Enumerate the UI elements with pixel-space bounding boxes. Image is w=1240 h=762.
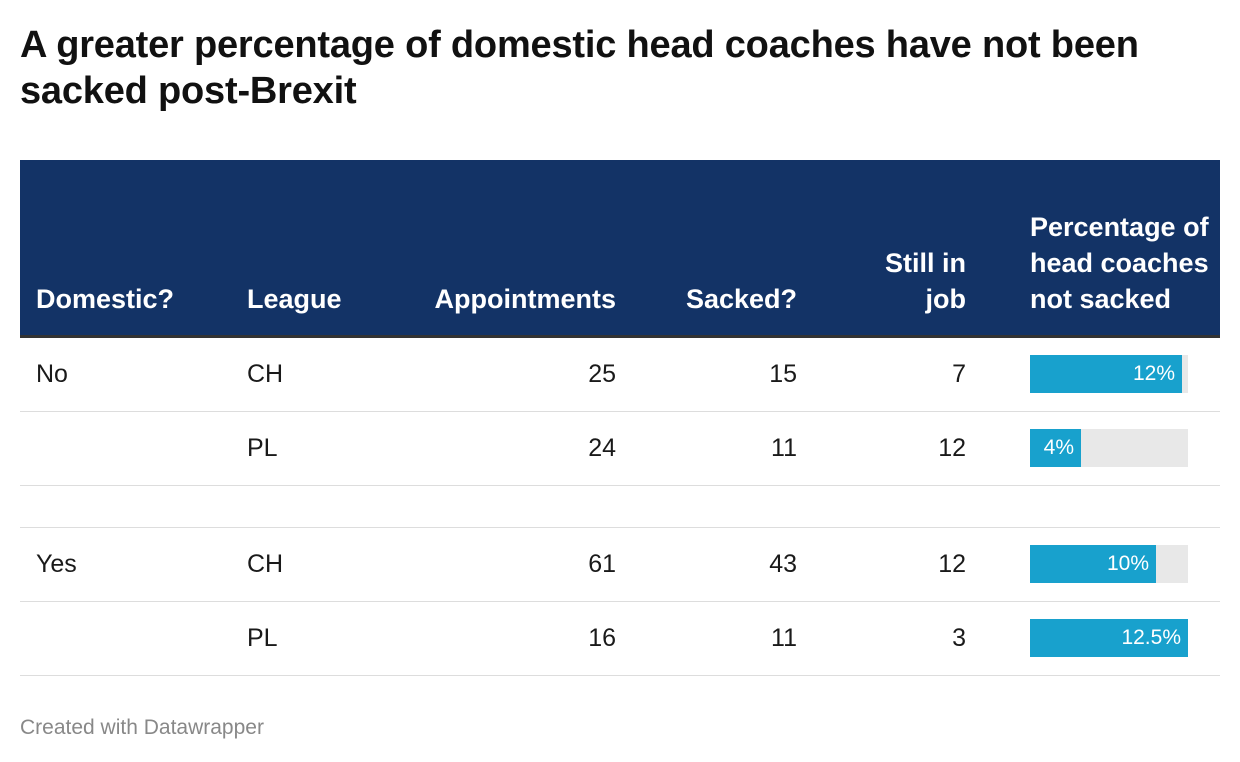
cell-domestic: No	[36, 360, 68, 388]
header-still-in-job: Still in job	[885, 248, 966, 314]
cell-sacked: 11	[771, 624, 797, 652]
cell-league: PL	[247, 624, 278, 652]
cell-still-in-job: 12	[938, 434, 966, 462]
cell-league: CH	[247, 360, 284, 388]
bar-fill	[1030, 619, 1188, 657]
table-row: PL 24 11 12 4%	[20, 412, 1220, 486]
table-body: No CH 25 15 7 12% PL 24 11 12 4% Yes CH 61 43 12 10% PL 16…	[20, 338, 1220, 676]
cell-domestic	[36, 602, 216, 675]
bar-value-label: 4%	[1043, 436, 1074, 459]
table-row: Yes CH 61 43 12 10%	[20, 528, 1220, 602]
cell-still-in-job: 7	[952, 360, 966, 388]
cell-still-in-job: 3	[952, 624, 966, 652]
cell-domestic: Yes	[36, 550, 77, 578]
cell-appointments: 61	[588, 550, 616, 578]
chart-title: A greater percentage of domestic head co…	[20, 24, 1139, 112]
data-table: Domestic? League Appointments Sacked? St…	[20, 160, 1220, 676]
header-percentage-not-sacked: Percentage of head coaches not sacked	[1030, 212, 1209, 314]
bar-value-label: 10%	[1106, 552, 1149, 575]
table-header: Domestic? League Appointments Sacked? St…	[20, 160, 1220, 338]
header-appointments: Appointments	[434, 284, 617, 314]
bar-value-label: 12%	[1132, 362, 1175, 385]
cell-appointments: 16	[588, 624, 616, 652]
cell-sacked: 15	[769, 360, 797, 388]
bar-fill	[1030, 429, 1081, 467]
header-league: League	[247, 284, 342, 314]
bar-track: 10%	[1030, 545, 1188, 583]
bar-fill	[1030, 355, 1182, 393]
cell-league: CH	[247, 550, 284, 578]
table-row: No CH 25 15 7 12%	[20, 338, 1220, 412]
header-sacked: Sacked?	[685, 284, 797, 314]
cell-appointments: 24	[588, 434, 616, 462]
cell-sacked: 43	[769, 550, 797, 578]
bar-track: 12.5%	[1030, 619, 1188, 657]
cell-appointments: 25	[588, 360, 616, 388]
cell-still-in-job: 12	[938, 550, 966, 578]
bar-track: 12%	[1030, 355, 1188, 393]
bar-fill	[1030, 545, 1156, 583]
cell-league: PL	[247, 434, 278, 462]
cell-domestic	[36, 412, 216, 485]
bar-value-label: 12.5%	[1121, 626, 1181, 649]
footer-credit: Created with Datawrapper	[20, 716, 264, 739]
cell-sacked: 11	[771, 434, 797, 462]
bar-track: 4%	[1030, 429, 1188, 467]
header-domestic: Domestic?	[36, 284, 175, 314]
group-spacer	[20, 486, 1220, 528]
table-row: PL 16 11 3 12.5%	[20, 602, 1220, 676]
